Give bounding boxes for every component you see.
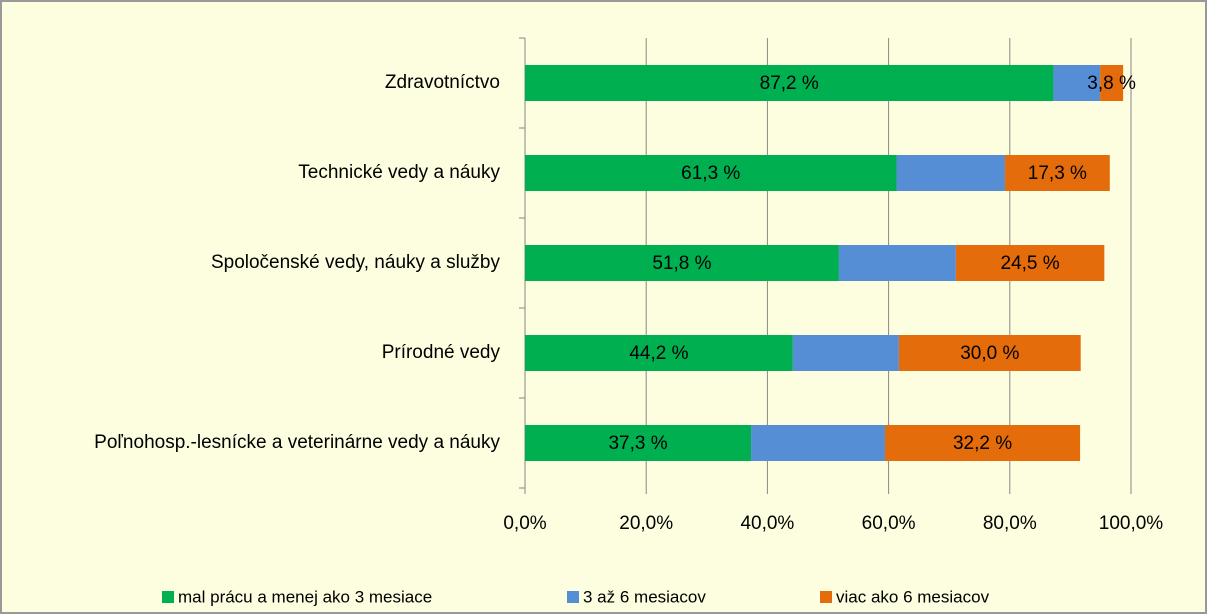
legend-swatch xyxy=(162,591,174,603)
bar-segment xyxy=(884,425,1081,461)
bar-segment xyxy=(896,155,1005,191)
data-label: 24,5 % xyxy=(1001,253,1060,274)
legend-label: viac ako 6 mesiacov xyxy=(836,587,990,606)
bar-segment xyxy=(751,425,885,461)
category-label: Zdravotníctvo xyxy=(384,72,500,93)
data-label: 37,3 % xyxy=(608,433,667,454)
legend-swatch xyxy=(820,591,832,603)
legend-label: 3 až 6 mesiacov xyxy=(583,587,706,606)
data-label: 61,3 % xyxy=(681,163,740,184)
x-tick-label: 20,0% xyxy=(619,513,673,534)
category-label: Poľnohosp.-lesnícke a veterinárne vedy a… xyxy=(94,432,500,453)
x-tick-label: 40,0% xyxy=(740,513,794,534)
x-tick-label: 80,0% xyxy=(983,513,1037,534)
bar-segment xyxy=(525,245,839,281)
data-label: 51,8 % xyxy=(652,253,711,274)
bar-segment xyxy=(792,335,899,371)
data-label: 32,2 % xyxy=(953,433,1012,454)
bar-segment xyxy=(1053,65,1101,101)
x-tick-label: 0,0% xyxy=(503,513,546,534)
data-label: 87,2 % xyxy=(760,73,819,94)
bar-segment xyxy=(898,335,1081,371)
data-label: 17,3 % xyxy=(1028,163,1087,184)
x-tick-label: 100,0% xyxy=(1099,513,1164,534)
bar-segment xyxy=(525,335,793,371)
x-tick-label: 60,0% xyxy=(862,513,916,534)
legend-label: mal prácu a menej ako 3 mesiace xyxy=(178,587,432,606)
bar-segment xyxy=(955,245,1105,281)
bar-segment xyxy=(1100,65,1124,101)
bar-segment xyxy=(838,245,956,281)
bar-segment xyxy=(525,155,897,191)
data-label: 3,8 % xyxy=(1087,73,1136,94)
legend-swatch xyxy=(567,591,579,603)
data-label: 30,0 % xyxy=(960,343,1019,364)
category-label: Technické vedy a náuky xyxy=(298,162,500,183)
bar-segment xyxy=(525,425,752,461)
bar-segment xyxy=(1004,155,1110,191)
data-label: 44,2 % xyxy=(629,343,688,364)
category-label: Prírodné vedy xyxy=(381,342,500,363)
bar-segment xyxy=(525,65,1054,101)
category-label: Spoločenské vedy, náuky a služby xyxy=(210,252,500,273)
